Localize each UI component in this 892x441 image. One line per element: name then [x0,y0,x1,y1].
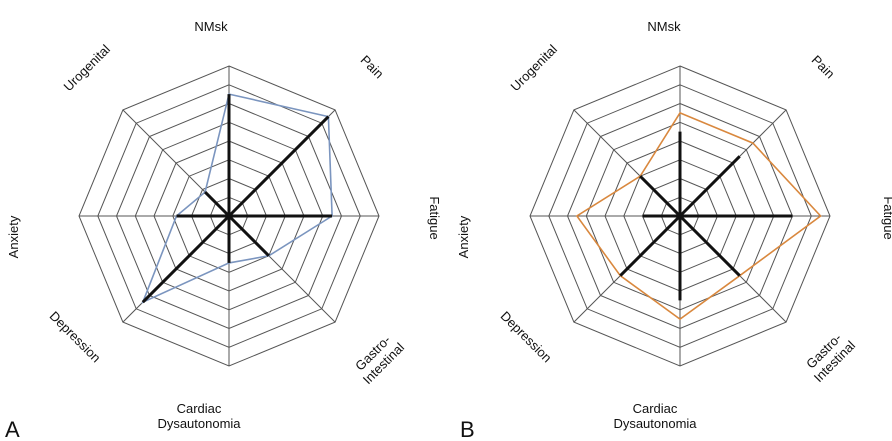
axis-label-nmsk: NMsk [647,19,681,34]
radar-chart-a: NMsk Pain Fatigue Gastro-Intestinal Cardiac D… [5,19,442,441]
axis-label-urogenital: Urogenital [61,41,114,94]
radar-chart-b: NMsk Pain Fatigue Gastro-Intestinal Cardiac D… [456,19,892,441]
series-outline-1 [575,111,822,321]
axis-label-pain: Pain [358,52,387,81]
axis-label-anxiety: Anxiety [6,215,21,258]
axis-label-cardiac-dysautonomia: Cardiac Dysautonomia [157,401,241,431]
axis-label-depression: Depression [47,308,104,365]
axis-label-fatigue: Fatigue [427,196,442,239]
panel-letter: A [5,417,20,441]
axis-label-gastro-intestinal: Gastro-Intestinal [349,329,407,387]
axis-label-urogenital: Urogenital [508,41,561,94]
axis-label-fatigue: Fatigue [881,196,892,239]
spoke-depression [141,214,231,304]
axis-label-nmsk: NMsk [194,19,228,34]
axis-label-gastro-intestinal: Gastro-Intestinal [800,327,858,385]
spoke-urogenital [639,175,682,218]
spoke-pain [227,115,330,218]
spoke-depression [619,214,682,277]
panel-letter: B [460,417,475,441]
spoke-urogenital [204,191,231,218]
axis-label-cardiac-dysautonomia: Cardiac Dysautonomia [613,401,697,431]
spoke-gastro-intestinal [227,214,270,257]
axis-label-depression: Depression [498,308,555,365]
spoke-gastro-intestinal [678,214,741,277]
axis-label-pain: Pain [809,52,838,81]
spoke-pain [678,155,741,218]
axis-label-anxiety: Anxiety [456,215,471,258]
